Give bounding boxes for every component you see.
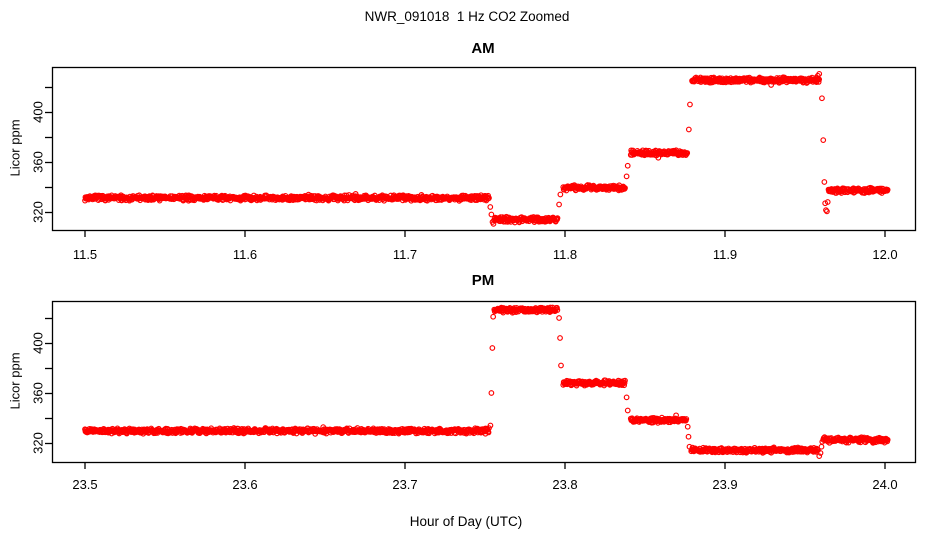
x-tick-label: 23.5 — [72, 477, 98, 492]
y-tick-label: 400 — [30, 101, 46, 123]
y-tick-label: 360 — [30, 151, 46, 173]
y-tick-label: 320 — [30, 201, 46, 223]
x-tick-label: 11.9 — [712, 247, 738, 262]
x-tick-label: 11.7 — [392, 247, 418, 262]
x-tick-label: 23.6 — [232, 477, 258, 492]
y-tick-label: 400 — [30, 332, 46, 354]
y-tick-label: 320 — [30, 432, 46, 454]
chart-title: NWR_091018 1 Hz CO2 Zoomed — [364, 9, 570, 24]
panel-title-pm: PM — [471, 272, 495, 289]
panel-title-am: AM — [471, 40, 495, 57]
x-tick-label: 24.0 — [872, 477, 898, 492]
x-tick-label: 11.8 — [552, 247, 578, 262]
y-tick-label: 360 — [30, 382, 46, 404]
x-tick-label: 11.5 — [72, 247, 98, 262]
x-tick-label: 23.8 — [552, 477, 578, 492]
x-tick-label: 23.7 — [392, 477, 418, 492]
x-tick-label: 12.0 — [872, 247, 898, 262]
y-axis-label-am: Licor ppm — [7, 119, 23, 177]
x-axis-label: Hour of Day (UTC) — [409, 514, 523, 529]
x-tick-label: 11.6 — [232, 247, 258, 262]
y-axis-label-pm: Licor ppm — [7, 352, 23, 410]
x-tick-label: 23.9 — [712, 477, 738, 492]
